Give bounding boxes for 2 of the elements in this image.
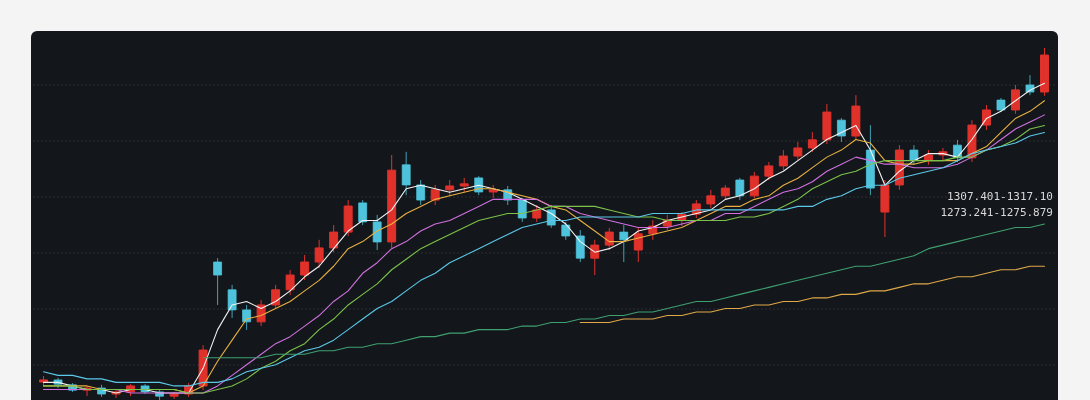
annotation: 1273.241-1275.879: [940, 206, 1053, 219]
annotation: 1307.401-1317.10: [947, 190, 1053, 203]
